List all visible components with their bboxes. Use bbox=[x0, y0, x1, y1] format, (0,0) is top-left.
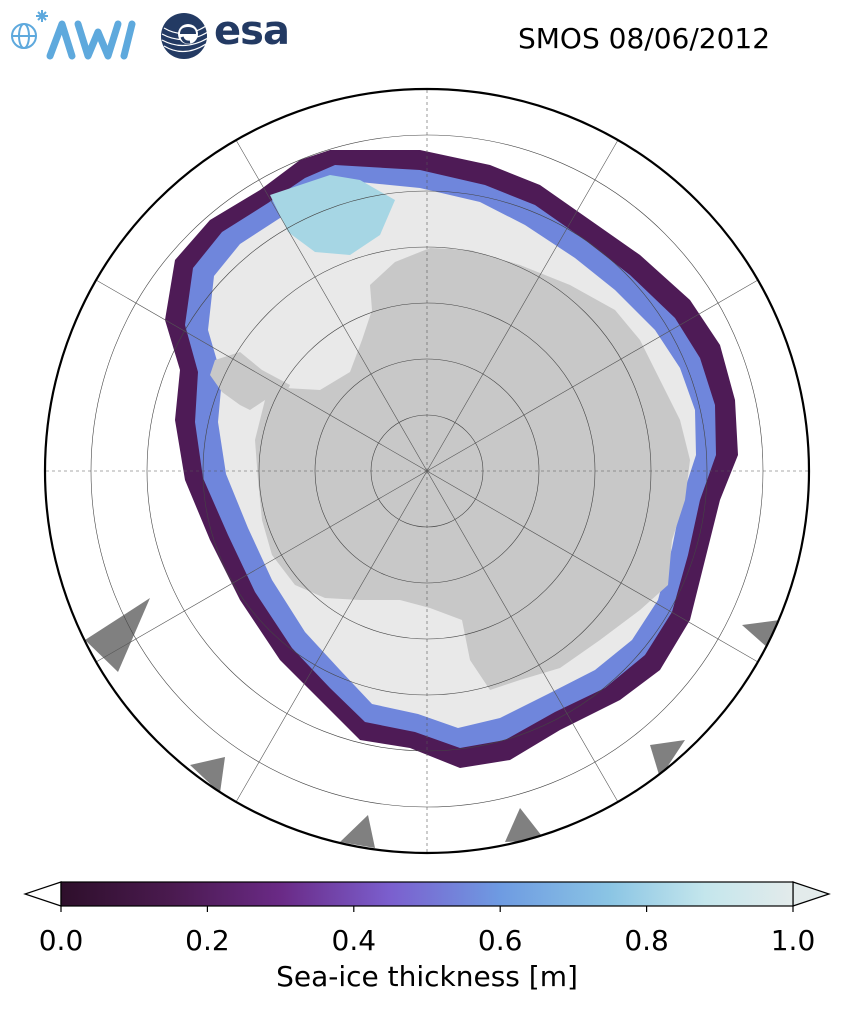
awi-star-icon bbox=[36, 10, 48, 22]
colorbar-tick-label: 1.0 bbox=[771, 924, 816, 957]
colorbar: 0.0 0.2 0.4 0.6 0.8 1.0 bbox=[0, 870, 854, 1026]
colorbar-tick-label: 0.4 bbox=[332, 924, 377, 957]
colorbar-gradient bbox=[60, 881, 794, 907]
esa-wordmark: esa bbox=[214, 8, 290, 54]
antarctica-land bbox=[255, 248, 690, 690]
sea-ice-thick bbox=[270, 175, 395, 255]
map-area bbox=[43, 87, 811, 855]
colorbar-tick-label: 0.2 bbox=[185, 924, 230, 957]
colorbar-extend-min bbox=[23, 881, 62, 907]
colorbar-label: Sea-ice thickness [m] bbox=[276, 960, 578, 993]
awi-logo bbox=[6, 6, 146, 62]
colorbar-extend-max bbox=[792, 881, 831, 907]
map-boundary bbox=[43, 87, 811, 855]
meridians bbox=[45, 89, 809, 853]
antarctic-peninsula bbox=[210, 352, 290, 410]
awi-globe-icon bbox=[11, 23, 37, 49]
no-data-regions bbox=[85, 598, 780, 848]
colorbar-ticks: 0.0 0.2 0.4 0.6 0.8 1.0 bbox=[39, 906, 816, 957]
esa-emblem-icon bbox=[161, 13, 209, 59]
colorbar-tick-label: 0.6 bbox=[478, 924, 523, 957]
awi-wordmark bbox=[46, 20, 136, 60]
colorbar-tick-label: 0.0 bbox=[39, 924, 84, 957]
colorbar-tick-label: 0.8 bbox=[624, 924, 669, 957]
map-title: SMOS 08/06/2012 bbox=[518, 22, 771, 55]
esa-logo: esa bbox=[158, 8, 308, 62]
